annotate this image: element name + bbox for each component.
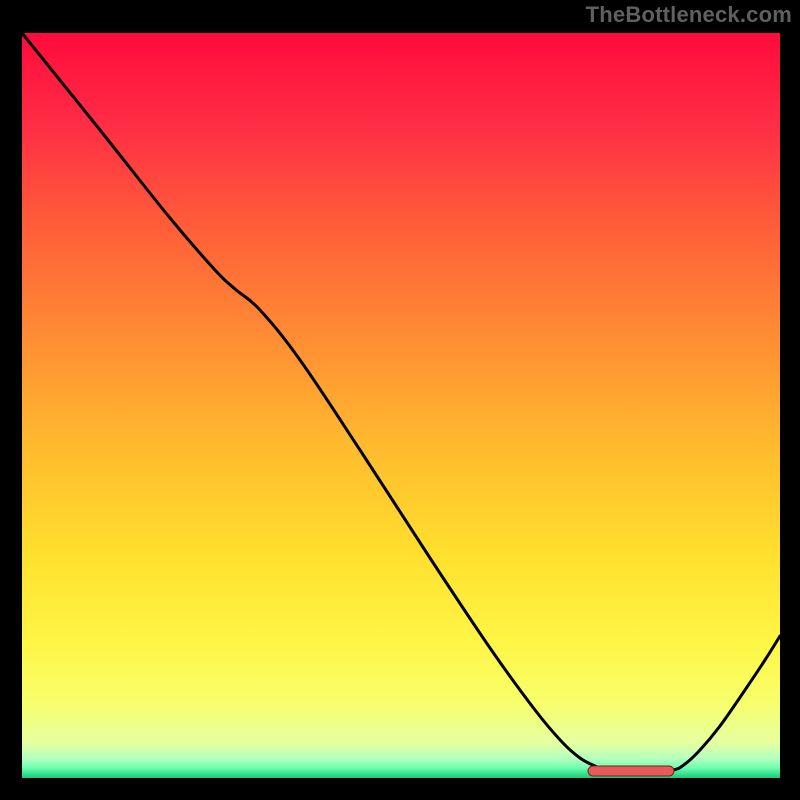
bottleneck-chart [0, 0, 800, 800]
optimal-range-marker [588, 766, 674, 776]
gradient-background [22, 33, 780, 778]
chart-stage: TheBottleneck.com [0, 0, 800, 800]
watermark-text: TheBottleneck.com [586, 2, 792, 28]
